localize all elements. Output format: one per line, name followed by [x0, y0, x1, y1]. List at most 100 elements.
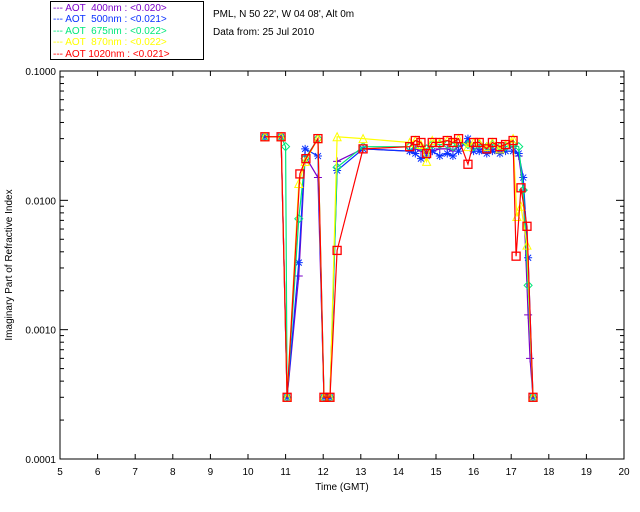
legend-entry: --- AOT 675nm : <0.022>: [51, 26, 203, 37]
series-3: [260, 131, 538, 402]
square-marker: [332, 245, 342, 256]
legend-label: AOT 400nm : <0.020>: [65, 3, 167, 14]
triangle-marker: [421, 156, 432, 166]
legend-label: AOT 870nm : <0.022>: [65, 37, 167, 49]
x-tick-label: 19: [581, 467, 593, 478]
square-marker: [511, 251, 521, 261]
x-tick-label: 15: [430, 467, 442, 478]
legend: --- AOT 400nm : <0.020> --- AOT 500nm : <…: [50, 1, 204, 60]
x-tick-label: 17: [506, 467, 518, 478]
diamond-marker: [523, 280, 533, 291]
legend-line-sample: ---: [53, 37, 66, 49]
site-info: PML, N 50 22', W 04 08', Alt 0m Data fro…: [213, 6, 354, 42]
square-marker: [319, 392, 329, 402]
triangle-marker: [332, 131, 342, 142]
legend-line-sample: ---: [53, 25, 66, 37]
plus-marker: [333, 157, 342, 166]
square-marker: [463, 159, 473, 169]
legend-label: AOT 500nm : <0.021>: [65, 14, 167, 26]
diamond-marker: [427, 139, 437, 150]
asterisk-marker: [416, 154, 425, 163]
square-marker: [325, 392, 335, 402]
asterisk-marker: [514, 149, 523, 158]
square-marker: [282, 392, 292, 402]
y-tick-label: 0.0010: [25, 326, 56, 337]
square-marker: [495, 142, 505, 152]
x-tick-label: 8: [170, 467, 176, 478]
x-tick-label: 14: [393, 467, 405, 478]
x-axis-label: Time (GMT): [315, 482, 369, 493]
square-marker: [468, 137, 479, 148]
asterisk-marker: [448, 152, 457, 161]
series-line: [264, 136, 534, 398]
series-line: [264, 136, 534, 398]
square-marker: [442, 135, 452, 146]
legend-label: AOT 675nm : <0.022>: [65, 25, 167, 37]
square-marker: [295, 169, 305, 179]
square-marker: [453, 133, 464, 144]
series-line: [264, 136, 534, 398]
plus-marker: [526, 354, 534, 363]
triangle-marker: [358, 133, 368, 144]
triangle-marker: [300, 156, 310, 166]
y-tick-label: 0.1000: [25, 67, 56, 78]
square-marker: [474, 137, 484, 148]
square-marker: [410, 135, 420, 146]
triangle-marker: [522, 240, 532, 250]
legend-entry: --- AOT 500nm : <0.021>: [51, 14, 203, 25]
asterisk-marker: [475, 147, 484, 156]
asterisk-marker: [488, 147, 497, 156]
asterisk-marker: [454, 147, 463, 156]
square-marker: [260, 132, 270, 142]
x-tick-label: 11: [280, 467, 291, 478]
square-marker: [276, 132, 286, 142]
x-tick-label: 13: [355, 467, 367, 478]
diamond-marker: [514, 141, 524, 152]
square-marker: [421, 148, 432, 159]
square-marker: [358, 144, 368, 154]
x-tick-label: 7: [132, 467, 138, 478]
square-marker: [508, 135, 518, 146]
legend-line-sample: ---: [53, 48, 66, 60]
square-marker: [416, 137, 426, 148]
square-marker: [313, 133, 323, 144]
asterisk-marker: [482, 149, 491, 158]
legend-label: AOT 1020nm : <0.021>: [65, 48, 170, 60]
square-marker: [482, 144, 492, 154]
x-tick-label: 16: [468, 467, 480, 478]
y-tick-label: 0.0001: [25, 455, 56, 466]
legend-entry: --- AOT 1020nm : <0.021>: [51, 49, 203, 60]
legend-entry: --- AOT 870nm : <0.022>: [51, 37, 203, 48]
triangle-marker: [516, 201, 526, 211]
x-tick-label: 12: [318, 467, 330, 478]
diamond-marker: [294, 214, 304, 224]
plus-marker: [294, 271, 303, 280]
square-marker: [522, 221, 532, 231]
triangle-marker: [427, 135, 438, 146]
asterisk-marker: [519, 173, 528, 182]
legend-line-sample: ---: [53, 3, 66, 14]
square-marker: [301, 154, 311, 164]
x-tick-label: 20: [618, 467, 630, 478]
square-marker: [405, 142, 415, 152]
asterisk-marker: [428, 147, 437, 156]
asterisk-marker: [411, 149, 420, 158]
asterisk-marker: [422, 152, 431, 161]
asterisk-marker: [463, 134, 472, 143]
asterisk-marker: [495, 149, 504, 158]
diamond-marker: [442, 139, 452, 150]
y-tick-label: 0.0100: [25, 196, 56, 207]
legend-line-sample: ---: [53, 14, 66, 26]
diamond-marker: [448, 141, 458, 152]
data-date: Data from: 25 Jul 2010: [213, 27, 315, 38]
series-line: [264, 136, 534, 398]
diamond-marker: [332, 162, 342, 173]
asterisk-marker: [443, 149, 452, 158]
diamond-marker: [280, 141, 291, 152]
square-marker: [528, 392, 538, 402]
diamond-marker: [463, 139, 473, 150]
x-tick-label: 5: [57, 467, 63, 478]
asterisk-marker: [294, 258, 303, 267]
